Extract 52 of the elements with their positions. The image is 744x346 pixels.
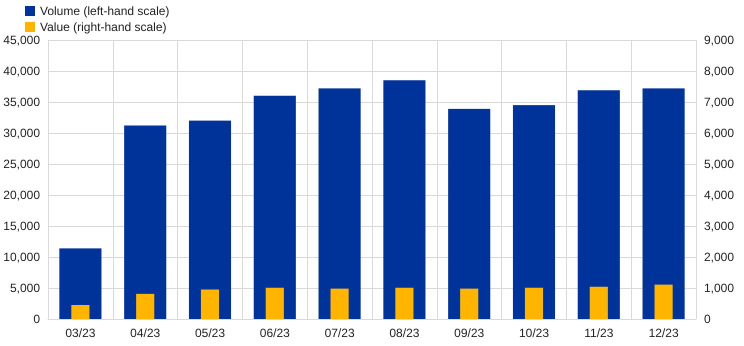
x-tick-label: 12/23 [648,326,679,340]
y2-tick-label: 4,000 [704,188,734,202]
bar [460,288,478,319]
x-tick-label: 09/23 [454,326,485,340]
x-tick-label: 05/23 [194,326,226,340]
x-tick-label: 08/23 [389,326,420,340]
y2-tick-label: 1,000 [704,281,734,295]
bar [512,105,556,319]
x-tick-label: 04/23 [130,326,161,340]
bar [71,305,90,319]
bar [136,294,154,319]
bar [448,108,490,319]
bar [578,90,620,319]
legend-label: Value (right-hand scale) [40,20,167,34]
bar [395,288,414,319]
x-tick-label: 06/23 [260,326,290,340]
bar [524,288,544,319]
bar [188,120,232,319]
y2-tick-label: 3,000 [704,219,734,233]
y-tick-label: 10,000 [3,250,40,264]
bar [200,290,220,319]
y2-tick-label: 6,000 [704,126,734,140]
bar [318,88,361,319]
x-tick-label: 11/23 [584,326,614,340]
y-tick-label: 35,000 [3,95,40,109]
bar [124,126,166,319]
bar [330,288,349,319]
y-tick-label: 25,000 [3,157,40,171]
y2-tick-label: 7,000 [704,95,734,109]
y2-tick-label: 9,000 [704,33,734,47]
legend-label: Volume (left-hand scale) [40,4,170,18]
x-tick-label: 07/23 [324,326,355,340]
x-tick-label: 10/23 [518,326,550,340]
y-tick-label: 45,000 [3,33,40,47]
y-tick-label: 20,000 [3,188,40,202]
bar [642,88,685,319]
y2-tick-label: 8,000 [704,64,734,78]
bar [590,286,608,319]
y-tick-label: 0 [33,312,40,326]
y-tick-label: 40,000 [3,64,40,78]
y-tick-label: 15,000 [3,219,40,233]
bar [383,80,426,319]
y2-tick-label: 5,000 [704,157,734,171]
y-tick-label: 30,000 [3,126,40,140]
y2-tick-label: 2,000 [704,250,734,264]
y2-tick-label: 0 [704,312,711,326]
y-tick-label: 5,000 [10,281,40,295]
bar [266,288,284,319]
bar [654,284,673,319]
bar [254,96,296,319]
x-tick-label: 03/23 [65,326,96,340]
bar [59,248,102,319]
